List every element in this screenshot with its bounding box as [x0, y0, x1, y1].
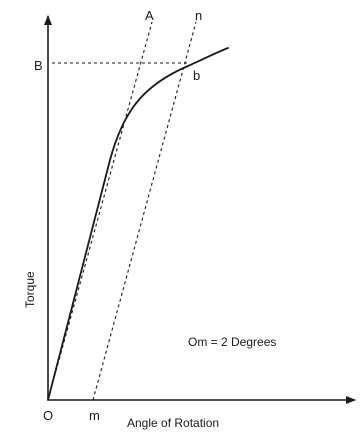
annotation-text: Om = 2 Degrees — [188, 335, 276, 349]
label-origin: O — [43, 408, 53, 423]
label-A: A — [145, 8, 154, 23]
label-m: m — [89, 408, 100, 423]
label-n: n — [195, 8, 202, 23]
label-B: B — [34, 58, 43, 73]
label-b: b — [193, 68, 200, 83]
dashed-line-O-A — [47, 21, 153, 401]
torque-curve — [47, 47, 229, 401]
x-axis-label: Angle of Rotation — [127, 416, 219, 430]
dashed-line-m-n — [92, 21, 197, 401]
y-axis-label: Torque — [23, 271, 37, 308]
